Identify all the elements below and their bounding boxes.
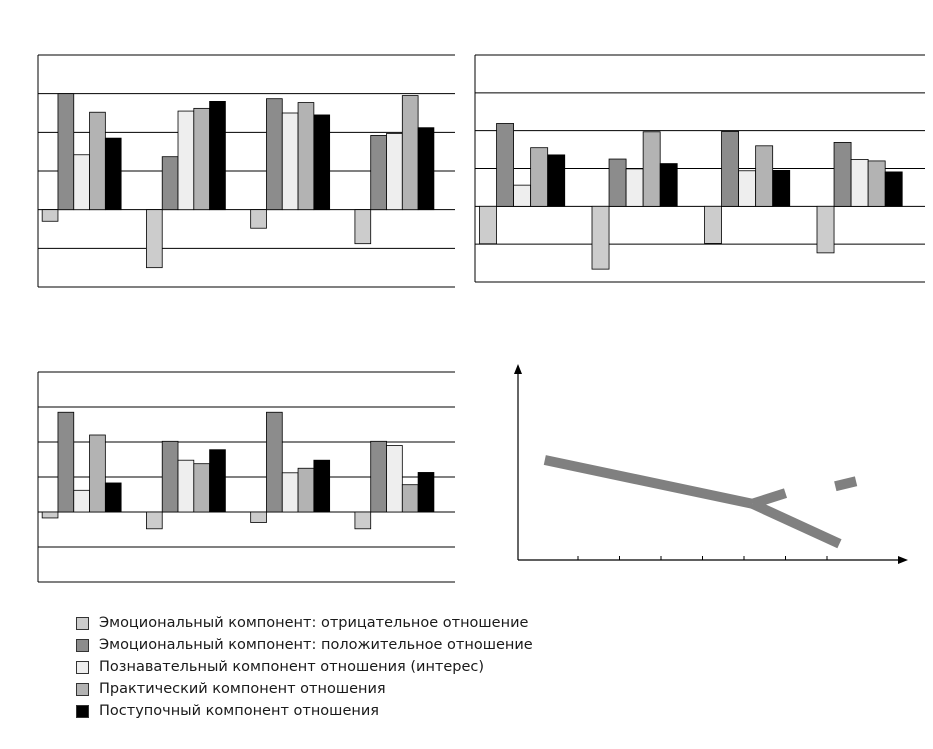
legend: Эмоциональный компонент: отрицательное о…	[76, 612, 533, 722]
legend-label: Практический компонент отношения	[99, 681, 386, 697]
bar	[177, 459, 195, 513]
chart-parents	[0, 330, 460, 600]
legend-label: Поступочный компонент отношения	[99, 703, 379, 719]
bar	[513, 184, 532, 207]
bar	[354, 511, 372, 530]
chart-teachers-svg	[37, 54, 455, 288]
bar	[250, 209, 267, 229]
bar	[73, 489, 90, 513]
bar	[704, 205, 722, 244]
bar	[608, 158, 627, 207]
bar	[209, 449, 226, 513]
bar	[266, 411, 283, 513]
x-axis-arrow	[898, 556, 908, 564]
chart-teachers	[0, 0, 460, 300]
bar	[104, 482, 122, 513]
bar	[57, 93, 75, 211]
legend-swatch	[76, 616, 89, 630]
bar	[642, 131, 661, 207]
bar	[177, 110, 195, 211]
bar	[530, 147, 549, 207]
legend-label: Эмоциональный компонент: положительное о…	[99, 637, 533, 653]
bar	[547, 154, 566, 207]
bar	[41, 511, 59, 519]
trend-line	[750, 499, 842, 549]
bar	[146, 511, 163, 530]
trend-line	[834, 476, 858, 492]
bar	[659, 163, 678, 207]
bar	[386, 445, 403, 513]
bar	[57, 411, 75, 513]
bar	[386, 133, 403, 211]
legend-item-practical: Практический компонент отношения	[76, 678, 533, 700]
bar	[161, 156, 179, 211]
legend-swatch	[76, 638, 89, 652]
legend-label: Познавательный компонент отношения (инте…	[99, 659, 485, 675]
chart-age-dynamics	[460, 330, 933, 600]
legend-item-positive: Эмоциональный компонент: положительное о…	[76, 634, 533, 656]
legend-label: Эмоциональный компонент: отрицательное о…	[99, 615, 529, 631]
chart-parents-svg	[37, 371, 455, 583]
legend-swatch	[76, 660, 89, 674]
bar	[89, 111, 106, 211]
bar	[209, 101, 226, 211]
bar	[401, 95, 419, 211]
bar	[146, 209, 163, 269]
legend-item-negative: Эмоциональный компонент: отрицательное о…	[76, 612, 533, 634]
trend-line	[543, 455, 754, 509]
chart-students-svg	[474, 54, 925, 283]
bar	[755, 145, 774, 207]
bar	[816, 205, 835, 254]
bar	[721, 131, 739, 207]
bar	[417, 472, 435, 513]
bar	[417, 127, 435, 211]
bar	[104, 137, 122, 211]
bar	[266, 98, 283, 211]
bar	[738, 170, 757, 207]
chart-students	[460, 0, 933, 300]
bar	[867, 160, 886, 207]
bar	[41, 209, 59, 222]
bar	[297, 102, 315, 211]
bar	[479, 205, 497, 245]
bar	[297, 467, 315, 513]
bar	[281, 112, 299, 211]
bar	[370, 440, 387, 513]
bar	[193, 463, 211, 513]
legend-item-action: Поступочный компонент отношения	[76, 700, 533, 722]
bar	[313, 459, 331, 513]
bar	[496, 123, 514, 207]
bar	[833, 141, 852, 207]
bar	[354, 209, 372, 245]
bar	[401, 484, 419, 513]
bar	[370, 135, 387, 211]
legend-item-interest: Познавательный компонент отношения (инте…	[76, 656, 533, 678]
bar	[250, 511, 267, 523]
bar	[625, 168, 644, 207]
trend-line	[750, 488, 788, 509]
y-axis-arrow	[514, 364, 522, 374]
bar	[73, 154, 90, 211]
chart-age-dynamics-svg	[514, 364, 908, 564]
bar	[313, 114, 331, 211]
bar	[850, 159, 869, 207]
bar	[193, 107, 211, 211]
bar	[591, 205, 610, 270]
bar	[89, 434, 106, 513]
bar	[772, 169, 791, 207]
legend-swatch	[76, 682, 89, 696]
bar	[884, 171, 903, 207]
legend-swatch	[76, 704, 89, 718]
bar	[161, 440, 179, 513]
bar	[281, 472, 299, 513]
